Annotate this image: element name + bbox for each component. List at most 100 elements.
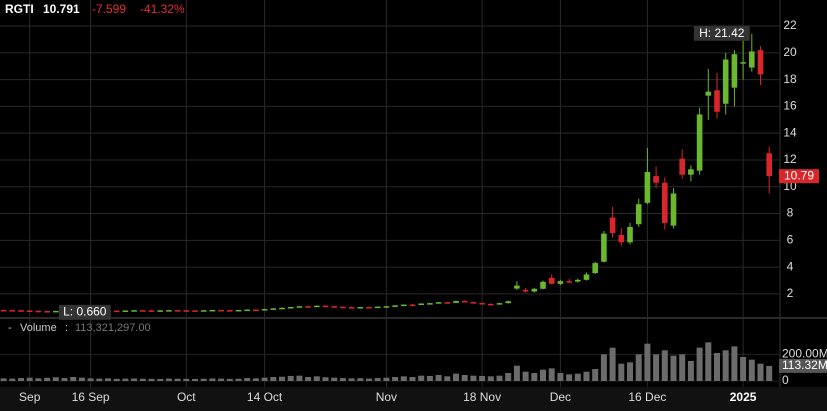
y-tick-label: 6 bbox=[787, 232, 794, 246]
candle-body bbox=[244, 309, 250, 312]
volume-bar bbox=[748, 359, 755, 381]
candle-body bbox=[740, 62, 746, 64]
candle-body bbox=[470, 302, 477, 304]
candle-body bbox=[722, 59, 729, 104]
volume-bar bbox=[96, 378, 103, 381]
volume-bar bbox=[696, 347, 703, 381]
candle-body bbox=[444, 302, 451, 304]
candle-body bbox=[209, 309, 216, 312]
volume-bar bbox=[244, 378, 251, 381]
candle-body bbox=[140, 310, 146, 312]
volume-bar bbox=[165, 378, 172, 381]
x-tick-label: Oct bbox=[177, 390, 196, 404]
volume-bar bbox=[200, 378, 207, 381]
candle-body bbox=[9, 310, 16, 312]
y-tick-label: 20 bbox=[783, 45, 797, 59]
candle-body bbox=[662, 182, 668, 223]
y-tick-label: 14 bbox=[783, 125, 797, 139]
candle-body bbox=[705, 91, 712, 96]
candle-body bbox=[26, 310, 33, 312]
candle-body bbox=[340, 306, 346, 309]
change-pct: -41.32% bbox=[140, 2, 185, 16]
candle-body bbox=[270, 308, 277, 310]
candle-body bbox=[757, 50, 764, 75]
volume-bar bbox=[426, 375, 433, 381]
y-tick-label: 16 bbox=[783, 99, 797, 113]
volume-bar bbox=[592, 369, 599, 381]
volume-bar bbox=[609, 347, 616, 381]
volume-bar bbox=[374, 378, 381, 381]
volume-bar bbox=[148, 378, 155, 381]
candle-body bbox=[166, 310, 172, 312]
x-tick-label: 18 Nov bbox=[463, 390, 501, 404]
volume-bar bbox=[322, 377, 329, 381]
candle-body bbox=[453, 300, 459, 303]
volume-bar bbox=[366, 378, 372, 381]
candle-body bbox=[331, 306, 337, 308]
candle-body bbox=[696, 114, 703, 171]
volume-bar bbox=[653, 354, 660, 381]
volume-bar bbox=[453, 373, 459, 381]
volume-bar bbox=[679, 354, 686, 381]
volume-bar bbox=[400, 376, 407, 381]
volume-bar bbox=[313, 376, 320, 381]
high-label-box bbox=[693, 25, 750, 41]
volume-bar bbox=[287, 375, 294, 381]
candle-body bbox=[44, 311, 50, 313]
candle-body bbox=[583, 274, 590, 280]
volume-bar bbox=[70, 377, 77, 381]
x-tick-label: Nov bbox=[376, 390, 397, 404]
x-tick-label: 16 Sep bbox=[72, 390, 110, 404]
candle-body bbox=[575, 279, 581, 282]
y-tick-label: 8 bbox=[787, 206, 794, 220]
volume-bar bbox=[531, 373, 538, 381]
candle-body bbox=[383, 306, 390, 308]
volume-bar bbox=[757, 363, 764, 381]
candle-body bbox=[488, 303, 494, 306]
candle-body bbox=[653, 176, 659, 183]
volume-bar bbox=[661, 350, 668, 381]
x-tick-label: 16 Dec bbox=[628, 390, 666, 404]
volume-bar bbox=[52, 377, 59, 381]
volume-bar bbox=[766, 365, 773, 381]
candle-body bbox=[53, 310, 59, 313]
volume-bar bbox=[209, 378, 216, 381]
volume-bar bbox=[548, 368, 555, 381]
candle-body bbox=[287, 307, 294, 309]
candle-body bbox=[218, 309, 224, 312]
candle-body bbox=[374, 306, 381, 309]
volume-tag-box bbox=[779, 358, 827, 373]
candle-body bbox=[548, 277, 555, 284]
volume-bar bbox=[18, 378, 24, 381]
volume-bar bbox=[435, 375, 442, 381]
volume-bar bbox=[557, 373, 564, 381]
candle-body bbox=[0, 309, 7, 312]
volume-bar bbox=[174, 378, 181, 381]
candle-body bbox=[122, 310, 129, 312]
volume-bar bbox=[635, 354, 642, 381]
volume-bar bbox=[226, 378, 233, 381]
volume-bar bbox=[44, 377, 51, 381]
volume-bar bbox=[383, 377, 390, 381]
volume-bar bbox=[705, 342, 712, 381]
volume-bar bbox=[183, 378, 190, 381]
price-tag: 10.79 bbox=[784, 168, 814, 182]
volume-bar bbox=[252, 378, 259, 381]
candle-body bbox=[644, 172, 651, 203]
candle-body bbox=[253, 309, 259, 312]
volume-bar bbox=[513, 365, 520, 381]
candle-body bbox=[227, 310, 233, 312]
candle-body bbox=[557, 281, 564, 284]
volume-bar bbox=[279, 376, 285, 381]
x-tick-label: 14 Oct bbox=[247, 390, 283, 404]
low-label: L: 0.660 bbox=[63, 305, 107, 319]
volume-bar bbox=[409, 377, 416, 381]
volume-bar bbox=[9, 378, 16, 381]
candles bbox=[0, 33, 772, 313]
candle-body bbox=[401, 304, 407, 307]
volume-bar bbox=[540, 369, 546, 381]
volume-bar bbox=[618, 363, 625, 381]
volume-bar bbox=[444, 376, 451, 381]
